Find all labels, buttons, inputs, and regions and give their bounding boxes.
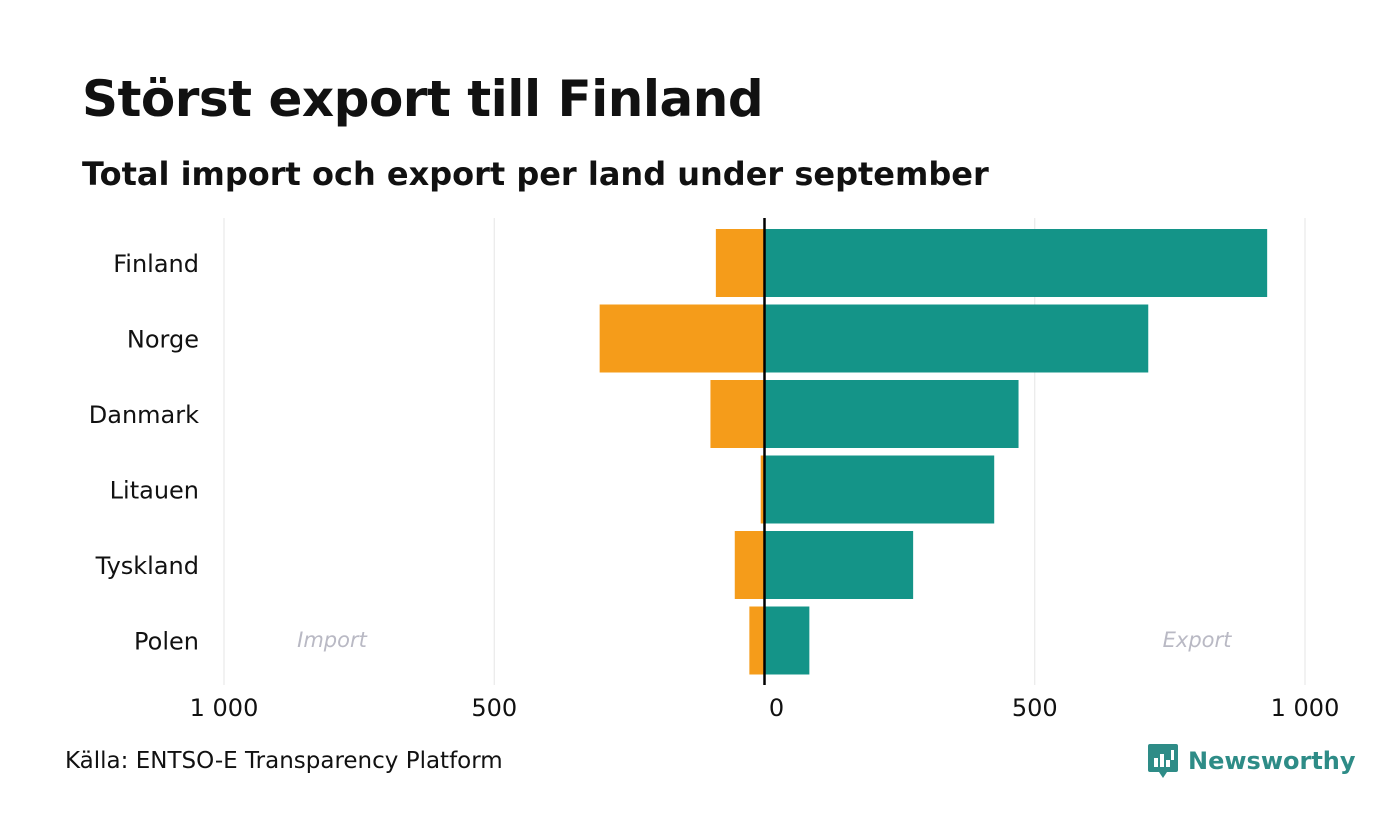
import-bar-finland (715, 229, 765, 297)
category-label: Finland (113, 250, 199, 278)
export-bar-norge (764, 304, 1149, 373)
x-tick-label: 0 (769, 694, 784, 722)
brand-logo: Newsworthy (1148, 744, 1356, 778)
export-bar-danmark (764, 380, 1019, 448)
category-label: Danmark (89, 401, 199, 429)
import-bar-tyskland (734, 531, 765, 599)
import-bar-norge (599, 304, 765, 373)
brand-name: Newsworthy (1188, 747, 1356, 775)
export-bar-finland (764, 229, 1268, 297)
import-bar-polen (749, 606, 765, 675)
chart-title: Störst export till Finland (82, 70, 764, 128)
category-label: Norge (127, 326, 199, 354)
import-side-label: Import (297, 628, 367, 652)
import-bar-litauen (760, 455, 765, 524)
import-bar-danmark (710, 380, 765, 448)
newsworthy-logo-icon (1148, 744, 1178, 778)
category-label: Tyskland (95, 552, 199, 580)
export-bar-polen (764, 606, 810, 675)
x-tick-label: 1 000 (1271, 694, 1340, 722)
category-label: Polen (134, 628, 199, 656)
export-bar-litauen (764, 455, 995, 524)
export-bar-tyskland (764, 531, 914, 599)
source-note: Källa: ENTSO-E Transparency Platform (65, 748, 503, 774)
export-side-label: Export (1163, 628, 1233, 652)
x-tick-label: 500 (471, 694, 517, 722)
x-tick-label: 500 (1012, 694, 1058, 722)
chart-subtitle: Total import och export per land under s… (82, 155, 989, 193)
x-tick-label: 1 000 (190, 694, 259, 722)
category-label: Litauen (110, 477, 199, 505)
